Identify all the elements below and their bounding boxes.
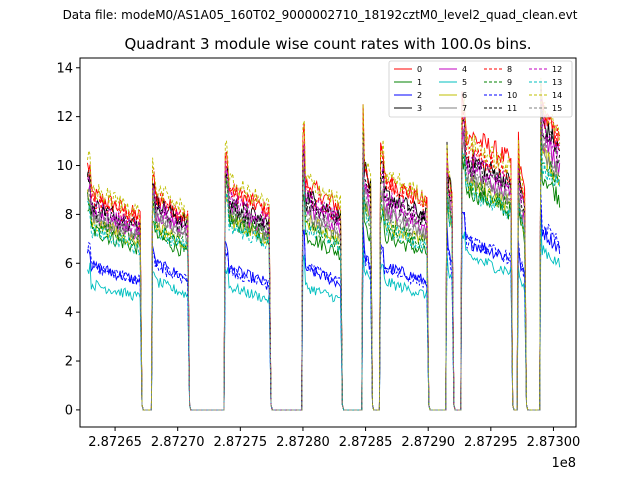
y-tick-label: 2 <box>65 355 73 370</box>
series-line-2 <box>87 205 561 411</box>
legend-label-12: 12 <box>552 65 562 74</box>
legend-label-14: 14 <box>552 91 562 100</box>
y-tick-label: 0 <box>65 403 73 418</box>
y-tick-label: 14 <box>56 61 73 76</box>
series-line-13 <box>87 141 561 411</box>
series-line-14 <box>87 77 561 411</box>
chart-title: Quadrant 3 module wise count rates with … <box>124 35 532 53</box>
legend-label-3: 3 <box>417 104 422 113</box>
x-axis-ticks: 2.87265 2.87270 2.87275 2.87280 2.87285 2.872… <box>88 427 580 450</box>
x-tick-label: 2.87275 <box>213 435 267 450</box>
x-tick-label: 2.87295 <box>464 435 518 450</box>
legend-box <box>388 60 573 118</box>
series-line-15 <box>87 105 560 411</box>
series-line-5 <box>87 219 561 411</box>
x-tick-label: 2.87285 <box>339 435 393 450</box>
legend-label-7: 7 <box>462 104 467 113</box>
y-tick-label: 8 <box>65 208 73 223</box>
legend-label-8: 8 <box>507 65 512 74</box>
y-tick-label: 4 <box>65 306 73 321</box>
legend-label-9: 9 <box>507 78 512 87</box>
legend-label-11: 11 <box>507 104 517 113</box>
legend-label-10: 10 <box>507 91 517 100</box>
series-line-9 <box>87 121 561 411</box>
x-tick-label: 2.87265 <box>88 435 142 450</box>
series-line-10 <box>87 193 561 411</box>
figure-suptitle: Data file: modeM0/AS1A05_160T02_90000027… <box>62 8 578 22</box>
y-tick-label: 12 <box>56 110 73 125</box>
legend-label-15: 15 <box>552 104 562 113</box>
plot-frame <box>79 57 577 428</box>
y-tick-label: 6 <box>65 257 73 272</box>
series-line-12 <box>87 96 561 411</box>
x-tick-label: 2.87290 <box>401 435 455 450</box>
series-layer <box>87 77 561 411</box>
legend-label-6: 6 <box>462 91 467 100</box>
x-tick-label: 2.87280 <box>276 435 330 450</box>
legend-label-5: 5 <box>462 78 467 87</box>
x-tick-label: 2.87300 <box>527 435 581 450</box>
legend-label-1: 1 <box>417 78 422 87</box>
y-axis-ticks: 0 2 4 6 8 10 12 14 <box>56 61 80 418</box>
legend-label-13: 13 <box>552 78 562 87</box>
series-line-0 <box>87 85 561 411</box>
x-axis-offset-label: 1e8 <box>551 456 576 471</box>
legend-label-0: 0 <box>417 65 422 74</box>
legend-label-2: 2 <box>417 91 422 100</box>
y-tick-label: 10 <box>56 159 73 174</box>
legend-label-4: 4 <box>462 65 467 74</box>
series-line-7 <box>87 106 561 411</box>
x-tick-label: 2.87270 <box>151 435 205 450</box>
